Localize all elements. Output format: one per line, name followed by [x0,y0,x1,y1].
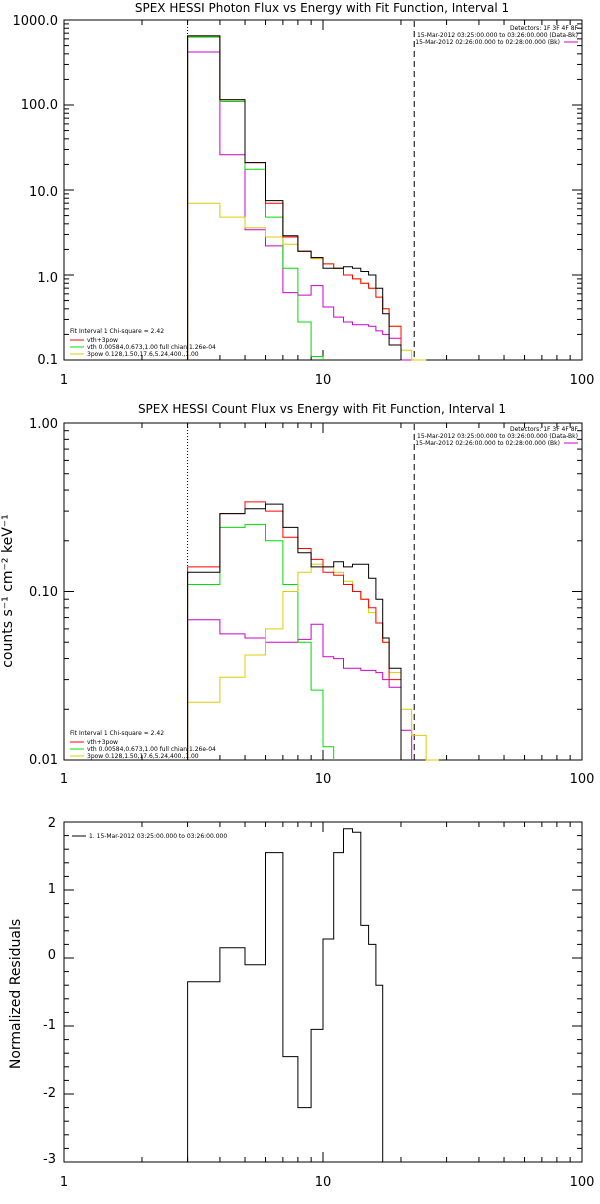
photon-ytick-10: 10.0 [29,185,58,200]
series-line [187,501,402,760]
count-xtick-10: 10 [315,772,332,787]
photon-ytick-100: 100.0 [21,98,58,113]
residuals-panel: 2 1 0 -1 -2 -3 1 10 100 Normalized Resid… [8,816,594,1190]
resid-ytick-neg2: -2 [43,1086,56,1101]
count-ytick-0.01: 0.01 [29,753,58,768]
resid-ytick-neg1: -1 [43,1018,56,1033]
series-line [187,619,413,760]
photon-xtick-100: 100 [570,373,595,388]
resid-ytick-2: 2 [48,816,56,831]
photon-header-data-interval: 15-Mar-2012 03:25:00.000 to 03:26:00.000… [417,32,578,39]
resid-ytick-1: 1 [48,882,56,897]
resid-xtick-1: 1 [60,1175,68,1190]
photon-flux-frame [63,19,583,361]
photon-xtick-10: 10 [315,373,332,388]
photon-legend-vth: vth 0.00584,0.673,1.00 full chian 1.26e-… [87,344,216,351]
count-ylabel: counts s⁻¹ cm⁻² keV⁻¹ [0,514,16,668]
count-legend-fit: Fit Interval 1 Chi-square = 2.42 [70,730,164,737]
resid-xtick-10: 10 [315,1175,332,1190]
resid-xtick-100: 100 [570,1175,595,1190]
resid-ylabel: Normalized Residuals [8,919,24,1069]
count-flux-title: SPEX HESSI Count Flux vs Energy with Fit… [138,402,506,416]
photon-header-bk-interval: 15-Mar-2012 02:26:00.000 to 02:28:00.000… [415,39,560,46]
series-line [187,202,427,361]
photon-ytick-0.1: 0.1 [37,353,58,368]
count-ytick-1.00: 1.00 [29,417,58,432]
resid-ytick-neg3: -3 [43,1152,56,1167]
photon-legend-vth3pow: vth+3pow [87,337,118,344]
photon-header-detectors: Detectors: 1F 3F 4F 8F [510,25,579,32]
count-header-detectors: Detectors: 1F 3F 4F 8F [510,426,579,433]
photon-ytick-1000: 1000.0 [13,14,59,29]
series-line [187,35,402,360]
count-xtick-1: 1 [60,772,68,787]
count-legend-vth3pow: vth+3pow [87,739,118,746]
photon-ytick-1: 1.0 [37,271,58,286]
count-header-data-interval: 15-Mar-2012 03:25:00.000 to 03:26:00.000… [417,433,578,440]
photon-flux-title: SPEX HESSI Photon Flux vs Energy with Fi… [135,1,509,15]
series-line [187,36,324,360]
resid-legend-interval: 1. 15-Mar-2012 03:25:00.000 to 03:26:00.… [89,833,227,840]
count-legend-3pow: 3pow 0.128,1.50,17.6,5.24,400.,1.00 [87,753,199,760]
photon-flux-panel: SPEX HESSI Photon Flux vs Energy with Fi… [13,1,595,388]
count-legend-vth: vth 0.00584,0.673,1.00 full chian 1.26e-… [87,746,216,753]
series-line [187,51,412,361]
series-line [187,828,384,1162]
series-line [187,503,402,760]
count-xtick-100: 100 [570,772,595,787]
count-ytick-0.10: 0.10 [29,585,58,600]
photon-legend-3pow: 3pow 0.128,1.50,17.6,5.24,400.,1.00 [87,351,199,358]
count-header-bk-interval: 15-Mar-2012 02:26:00.000 to 02:28:00.000… [415,440,560,447]
resid-ytick-0: 0 [48,948,56,963]
count-flux-panel: SPEX HESSI Count Flux vs Energy with Fit… [0,402,594,787]
photon-legend-fit: Fit Interval 1 Chi-square = 2.42 [70,328,164,335]
photon-xtick-1: 1 [60,373,68,388]
